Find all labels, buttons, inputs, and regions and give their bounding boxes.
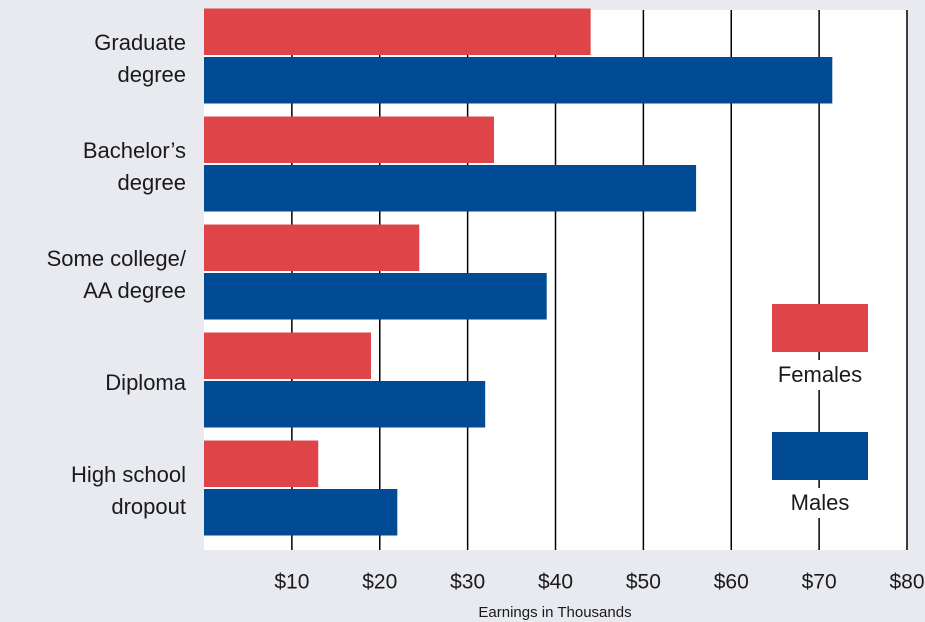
category-label: degree — [117, 62, 186, 87]
x-tick-label: $50 — [626, 571, 661, 594]
category-label: Graduate — [94, 30, 186, 55]
category-label: AA degree — [83, 278, 186, 303]
legend-label-background — [762, 488, 878, 518]
bar-females-1 — [204, 8, 591, 55]
category-label: High school — [71, 462, 186, 487]
bar-males-3 — [204, 273, 547, 320]
x-tick-label: $10 — [274, 571, 309, 594]
legend-swatch-males — [772, 432, 868, 480]
legend-label-females: Females — [778, 362, 862, 387]
x-tick-label: $80 — [889, 571, 924, 594]
bar-males-4 — [204, 381, 486, 428]
category-label: Some college/ — [47, 246, 187, 271]
bar-males-1 — [204, 57, 833, 104]
bar-males-2 — [204, 165, 697, 212]
legend: Females Males — [762, 304, 878, 518]
x-tick-label: $40 — [538, 571, 573, 594]
bars — [204, 8, 833, 536]
x-tick-label: $60 — [714, 571, 749, 594]
x-tick-label: $70 — [802, 571, 837, 594]
bar-males-5 — [204, 489, 398, 536]
bar-females-2 — [204, 116, 494, 163]
legend-swatch-females — [772, 304, 868, 352]
category-label: Bachelor’s — [83, 138, 186, 163]
category-label: dropout — [111, 494, 186, 519]
x-tick-label: $30 — [450, 571, 485, 594]
x-tick-label: $20 — [362, 571, 397, 594]
category-label: degree — [117, 170, 186, 195]
x-axis-label: Earnings in Thousands — [478, 604, 631, 621]
bar-females-3 — [204, 224, 420, 271]
bar-females-5 — [204, 440, 319, 487]
legend-label-background — [762, 360, 878, 390]
legend-label-males: Males — [791, 490, 850, 515]
category-labels: Graduate degree Bachelor’s degree Some colle… — [47, 30, 187, 519]
category-label: Diploma — [105, 370, 186, 395]
x-tick-labels: $10 $20 $30 $40 $50 $60 $70 $80 — [274, 571, 924, 594]
bar-females-4 — [204, 332, 371, 379]
